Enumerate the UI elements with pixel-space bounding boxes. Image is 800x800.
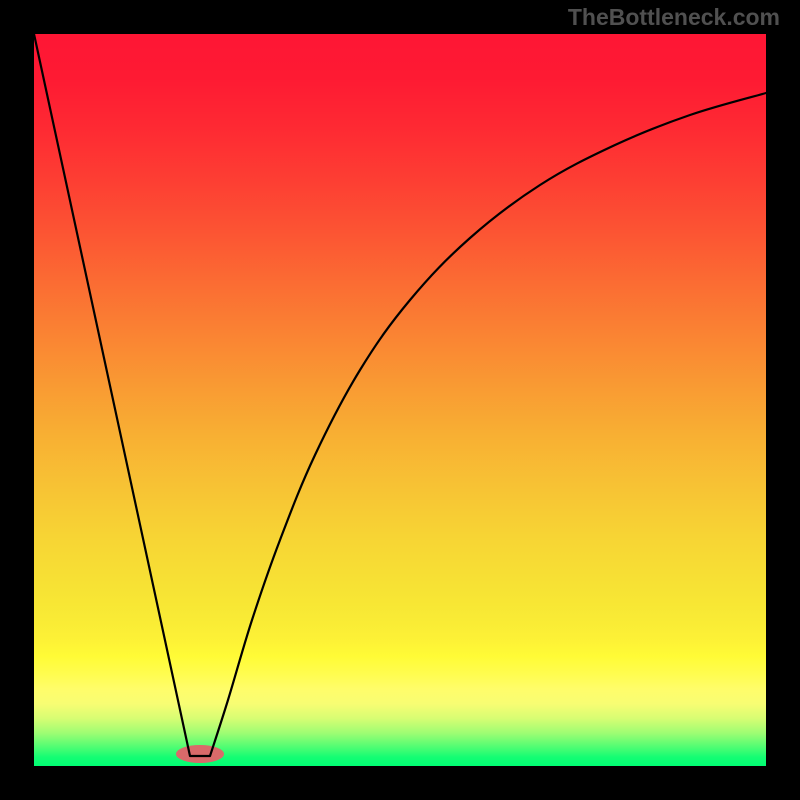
chart-svg: TheBottleneck.com	[0, 0, 800, 800]
valley-marker	[176, 745, 224, 763]
bottleneck-chart: TheBottleneck.com	[0, 0, 800, 800]
plot-background	[34, 34, 766, 766]
watermark-text: TheBottleneck.com	[568, 4, 780, 30]
